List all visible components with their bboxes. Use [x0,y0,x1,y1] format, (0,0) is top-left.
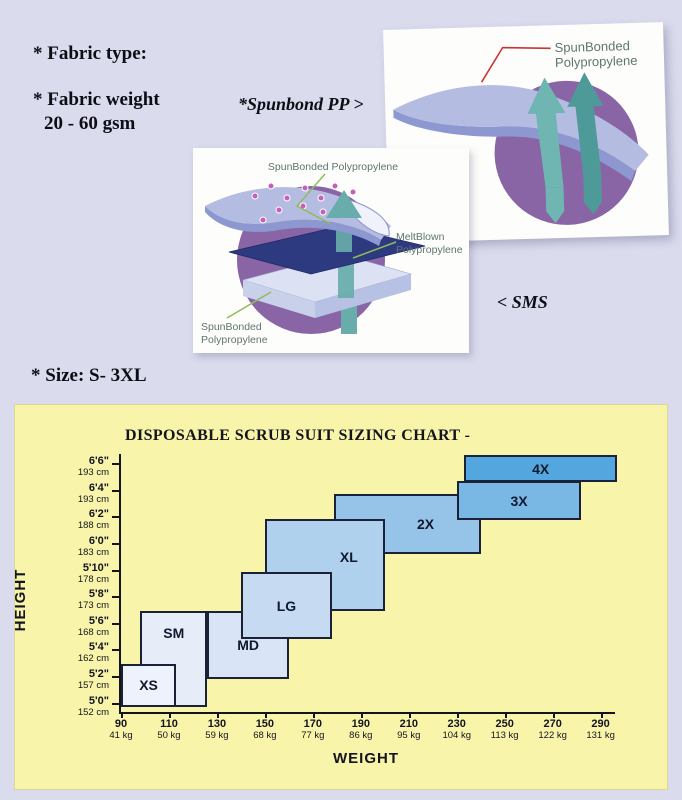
size-range-label: * Size: S- 3XL [31,365,147,386]
size-region-label: XS [139,677,158,694]
sms-right-label-line1: MeltBlown [396,231,445,243]
sms-bottom-label-line2: Polypropylene [201,334,268,346]
sizing-chart-panel: DISPOSABLE SCRUB SUIT SIZING CHART - 4X 2… [12,404,668,790]
fabric-weight-line1: * Fabric weight [33,89,160,110]
x-axis-tick: 270 122 kg [529,712,577,741]
y-axis-tick: 6'2" 188 cm [53,509,121,531]
x-axis-tick: 190 86 kg [337,712,385,741]
y-axis-tick: 5'0" 152 cm [53,695,121,718]
x-axis-tick: 290 131 kg [577,712,625,741]
fabric-weight-label: * Fabric weight 20 - 60 gsm [33,88,160,136]
chart-title: DISPOSABLE SCRUB SUIT SIZING CHART - [125,427,471,444]
spunbond-diagram-card: SpunBonded Polypropylene [383,22,669,243]
airflow-arrow-tail-icon [545,186,565,224]
size-region-label: LG [276,597,297,614]
size-region-4x: 4X [463,455,618,482]
size-region-lg: LG [240,572,333,639]
y-axis-tick: 6'0" 183 cm [53,536,121,558]
sms-diagram: SpunBonded Polypropylene MeltBlown Polyp… [201,161,463,346]
airflow-arrow-head-icon [527,77,566,114]
y-axis-tick: 5'6" 168 cm [53,615,121,638]
airflow-arrow-head-icon [326,190,362,218]
particle-dots [251,182,357,224]
y-axis-tick: 5'8" 173 cm [53,589,121,611]
x-axis-tick: 130 59 kg [193,712,241,741]
x-axis-tick: 230 104 kg [433,712,481,741]
sms-right-label-line2: Polypropylene [396,244,463,256]
size-region-3x: 3X [456,480,582,521]
leader-line [480,46,551,83]
y-axis-tick: 5'2" 157 cm [53,669,121,691]
x-axis-tick: 90 41 kg [97,712,145,741]
spunbond-pp-caption: *Spunbond PP > [238,94,364,114]
spunbond-diagram: SpunBonded Polypropylene [393,38,649,225]
spunbond-label-line1: SpunBonded [554,38,630,55]
x-axis-tick: 150 68 kg [241,712,289,741]
size-region-label: XL [339,549,358,566]
size-region-label: SM [163,624,185,641]
airflow-arrow-tail-icon [583,173,602,215]
size-region-label: 3X [510,492,528,509]
x-axis-tick: 210 95 kg [385,712,433,741]
x-axis-tick: 250 113 kg [481,712,529,741]
sms-bottom-label-line1: SpunBonded [201,321,262,333]
airflow-arrow-head-icon [567,72,604,107]
size-region-label: 2X [417,515,435,532]
airflow-arrow-tail-icon [341,304,357,334]
y-axis-tick: 5'10" 178 cm [53,562,121,585]
sms-top-label: SpunBonded Polypropylene [268,161,398,173]
spunbond-label-line2: Polypropylene [555,53,638,70]
x-axis-label: WEIGHT [333,750,399,767]
leader-line [352,241,397,259]
x-axis-tick: 170 77 kg [289,712,337,741]
sms-diagram-card: SpunBonded Polypropylene MeltBlown Polyp… [193,148,469,353]
spunbond-bottom-layer-side [243,280,315,318]
sms-caption: < SMS [497,292,548,312]
leader-line [295,173,332,225]
spunbond-bottom-layer-front [315,274,411,318]
y-axis-tick: 6'6" 193 cm [53,456,121,478]
y-axis-tick: 6'4" 193 cm [53,482,121,505]
fabric-weight-line2: 20 - 60 gsm [44,113,136,134]
airflow-arrow-icon [535,109,564,188]
size-region-xs: XS [121,664,177,707]
fabric-sheet-edge [393,109,636,182]
leader-line [226,291,272,319]
x-axis-tick: 110 50 kg [145,712,193,741]
spunbond-top-layer-edge [205,206,381,246]
airflow-arrow-icon [575,104,602,175]
size-region-label: 4X [532,460,550,477]
fabric-type-label: * Fabric type: [33,43,147,64]
y-axis-label: HEIGHT [12,568,29,632]
size-region-label: MD [237,636,259,653]
chart-plot-area: 4X 2X 3X XL MD LG SM XS 5'0" 152 cm 5'2" 157 cm 5'4"… [78,454,618,741]
fabric-sheet [393,85,649,171]
y-axis-tick: 5'4" 162 cm [53,642,121,664]
